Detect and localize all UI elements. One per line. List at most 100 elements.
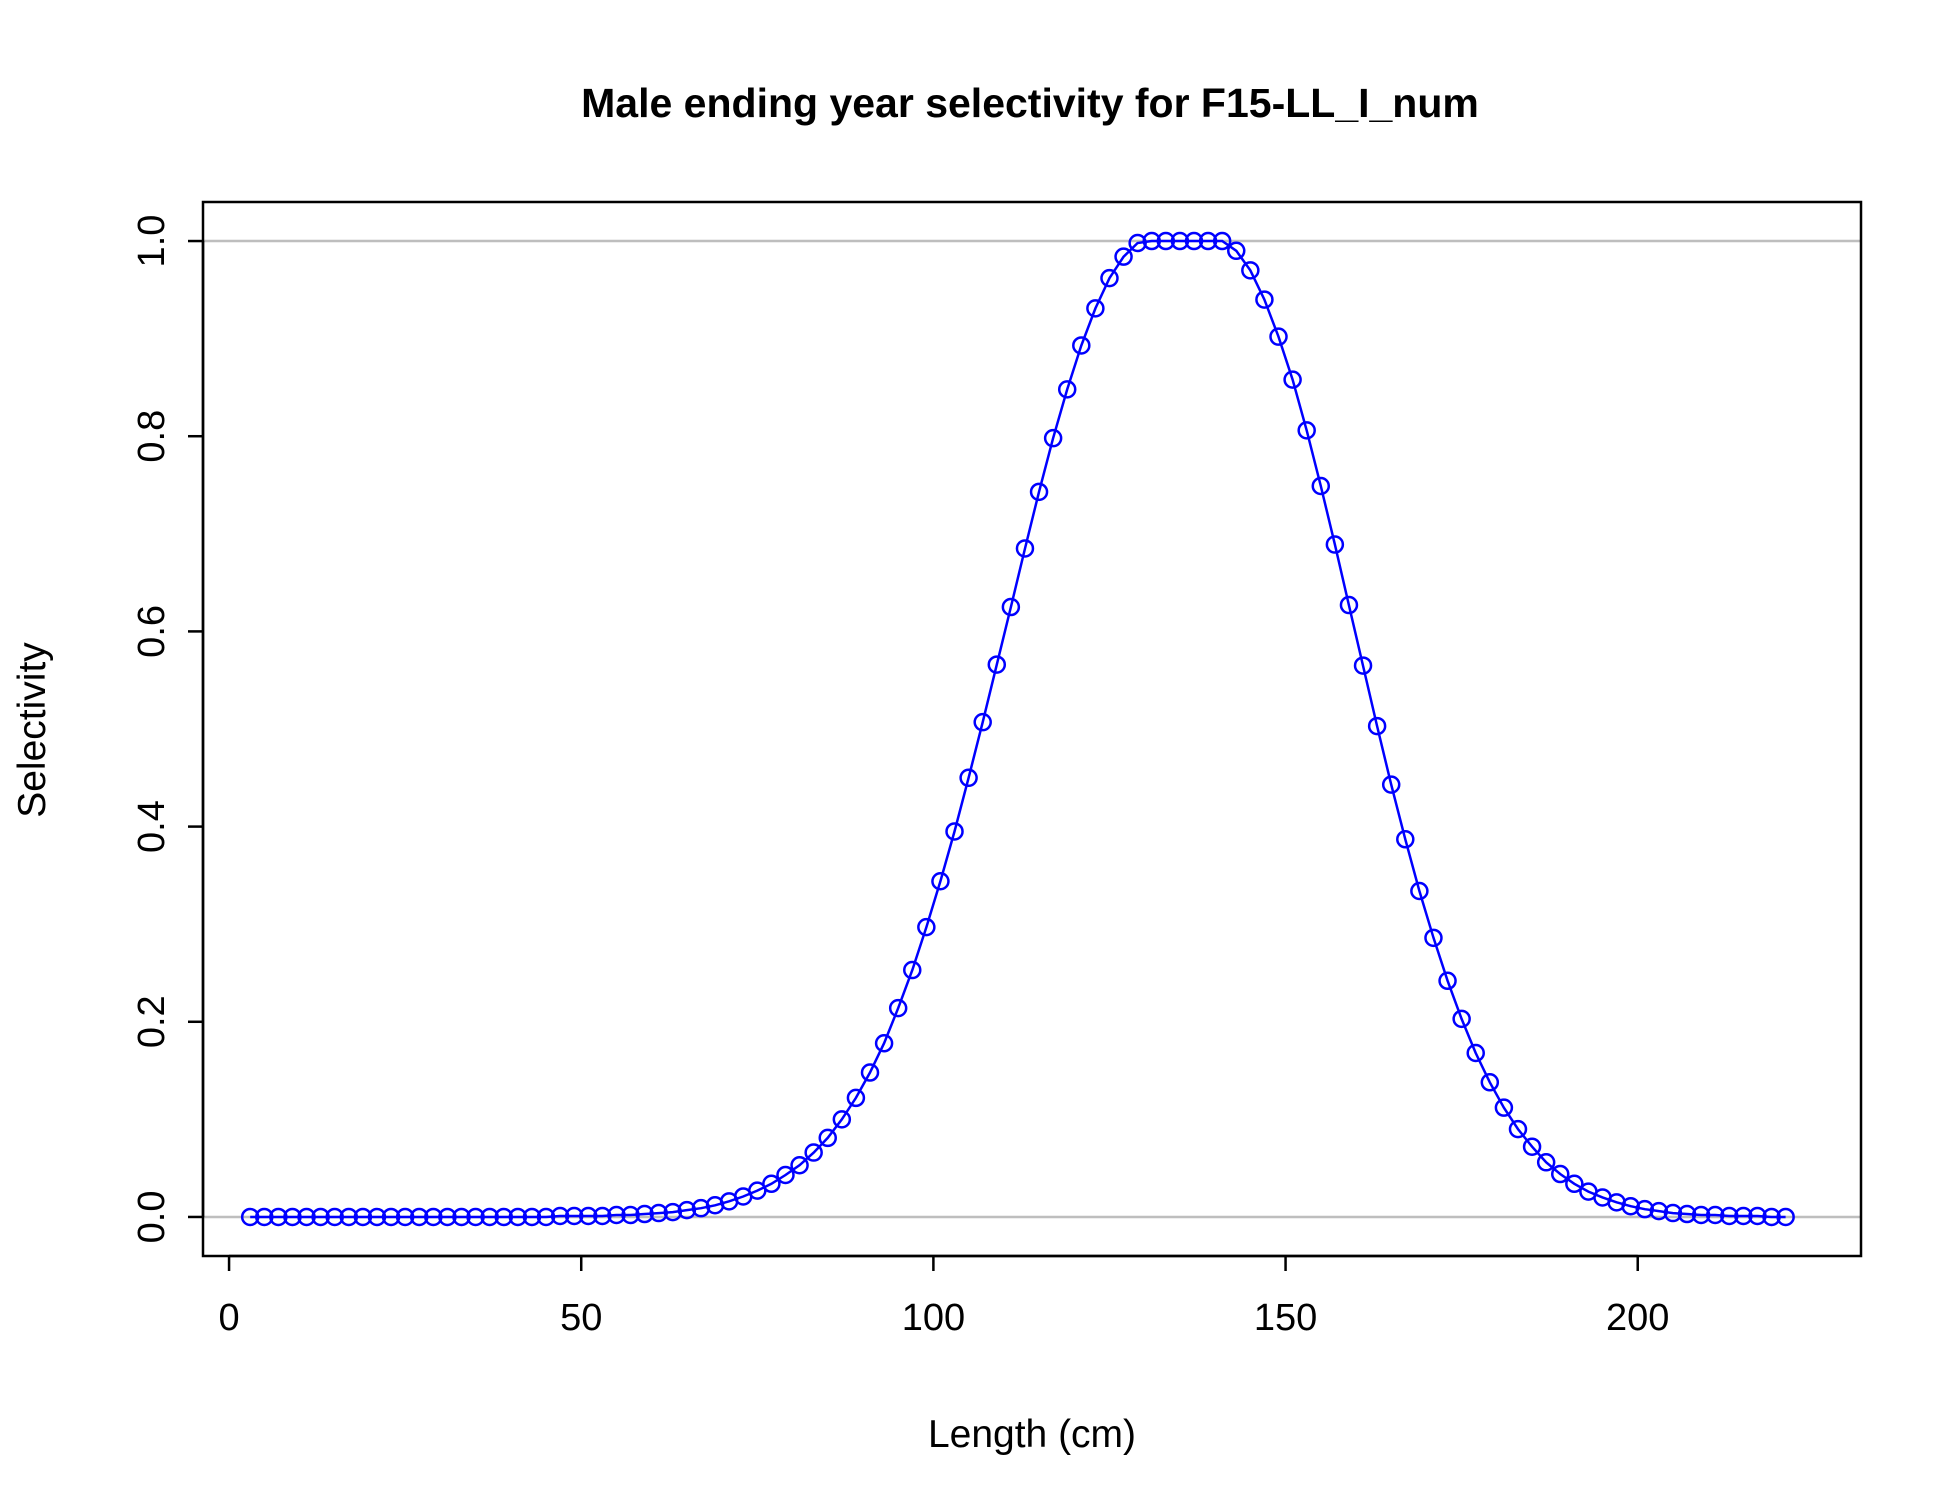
data-point bbox=[536, 1207, 556, 1227]
data-point bbox=[1452, 1009, 1471, 1029]
data-point bbox=[1508, 1119, 1528, 1139]
data-point bbox=[1621, 1196, 1640, 1216]
data-point bbox=[283, 1207, 302, 1227]
data-point bbox=[1029, 482, 1049, 502]
y-tick-label: 0.2 bbox=[131, 995, 173, 1048]
data-point bbox=[438, 1207, 457, 1227]
data-point bbox=[1762, 1207, 1781, 1227]
data-point bbox=[424, 1207, 443, 1227]
data-point bbox=[325, 1207, 344, 1227]
data-point bbox=[677, 1200, 697, 1220]
data-point bbox=[1283, 370, 1302, 389]
data-point bbox=[1720, 1206, 1739, 1226]
data-point bbox=[1480, 1073, 1500, 1092]
data-point bbox=[903, 960, 922, 980]
data-point bbox=[776, 1165, 795, 1185]
x-tick-label: 50 bbox=[560, 1297, 602, 1339]
data-point bbox=[1227, 241, 1246, 261]
data-point bbox=[297, 1207, 316, 1227]
data-point bbox=[1353, 656, 1373, 675]
data-point bbox=[1635, 1199, 1655, 1219]
y-axis-label: Selectivity bbox=[11, 642, 54, 818]
data-point bbox=[1057, 380, 1077, 399]
data-point bbox=[1170, 231, 1190, 251]
data-point bbox=[1241, 261, 1260, 280]
data-point bbox=[931, 871, 950, 891]
data-point bbox=[790, 1155, 809, 1175]
data-point bbox=[973, 712, 992, 732]
plot-frame bbox=[201, 200, 1863, 1258]
data-point bbox=[1748, 1206, 1767, 1226]
data-point bbox=[1198, 231, 1218, 251]
data-point bbox=[1522, 1137, 1542, 1156]
data-point bbox=[240, 1207, 260, 1227]
x-tick-label: 0 bbox=[218, 1297, 239, 1339]
data-point bbox=[1367, 716, 1387, 736]
data-point bbox=[367, 1207, 387, 1227]
data-point bbox=[1663, 1203, 1683, 1223]
data-point bbox=[1325, 535, 1345, 554]
data-point bbox=[311, 1207, 330, 1227]
y-tick-label: 0.4 bbox=[131, 800, 173, 853]
data-point bbox=[1705, 1205, 1725, 1225]
plot-area bbox=[201, 200, 1863, 1258]
data-point bbox=[691, 1198, 711, 1218]
data-point bbox=[804, 1143, 823, 1162]
data-point bbox=[945, 822, 964, 841]
data-point bbox=[874, 1033, 894, 1053]
data-point bbox=[494, 1207, 514, 1227]
data-point bbox=[508, 1207, 528, 1227]
data-point bbox=[255, 1207, 274, 1227]
data-point bbox=[1550, 1164, 1570, 1184]
x-axis: 0 50 100 150 200 bbox=[218, 1254, 1669, 1339]
data-point bbox=[1536, 1153, 1556, 1172]
data-point bbox=[1677, 1204, 1697, 1224]
series-layer bbox=[240, 231, 1795, 1227]
data-point bbox=[846, 1088, 866, 1108]
data-point bbox=[1086, 299, 1105, 318]
data-point bbox=[1466, 1043, 1485, 1063]
y-tick-label: 0.8 bbox=[131, 410, 173, 463]
data-point bbox=[1494, 1098, 1514, 1117]
data-point bbox=[1691, 1205, 1711, 1225]
data-point bbox=[1381, 775, 1401, 794]
y-tick-label: 1.0 bbox=[131, 215, 173, 268]
data-point bbox=[1156, 231, 1176, 251]
data-point bbox=[1184, 231, 1204, 251]
data-point bbox=[381, 1207, 401, 1227]
chart-title: Male ending year selectivity for F15-LL_… bbox=[581, 80, 1479, 126]
data-point bbox=[1424, 928, 1443, 948]
x-axis-label: Length (cm) bbox=[928, 1413, 1136, 1456]
x-tick-label: 200 bbox=[1606, 1297, 1669, 1339]
data-point bbox=[1410, 881, 1429, 901]
data-point bbox=[607, 1205, 626, 1225]
data-point bbox=[1100, 268, 1119, 288]
data-point bbox=[1015, 539, 1035, 558]
data-point bbox=[593, 1206, 612, 1226]
data-point bbox=[818, 1128, 837, 1148]
data-point bbox=[1438, 971, 1457, 991]
y-tick-label: 0.0 bbox=[131, 1191, 173, 1244]
data-point bbox=[409, 1207, 429, 1227]
data-point bbox=[353, 1207, 373, 1227]
data-point bbox=[1142, 231, 1161, 251]
data-point bbox=[480, 1207, 499, 1227]
data-point bbox=[1212, 231, 1232, 251]
x-tick-label: 150 bbox=[1254, 1297, 1317, 1339]
data-point bbox=[663, 1202, 683, 1222]
data-point bbox=[860, 1063, 880, 1082]
data-point bbox=[1339, 595, 1359, 615]
data-point bbox=[1114, 247, 1133, 266]
data-point bbox=[1776, 1207, 1795, 1227]
data-point bbox=[1072, 336, 1091, 355]
data-point bbox=[522, 1207, 542, 1227]
data-point bbox=[1001, 597, 1021, 617]
data-point bbox=[1396, 830, 1415, 849]
data-point bbox=[1565, 1174, 1584, 1194]
data-point bbox=[888, 998, 908, 1018]
data-point bbox=[987, 655, 1007, 674]
data-point bbox=[832, 1110, 852, 1129]
data-point bbox=[1297, 421, 1316, 440]
data-point bbox=[1649, 1201, 1669, 1221]
